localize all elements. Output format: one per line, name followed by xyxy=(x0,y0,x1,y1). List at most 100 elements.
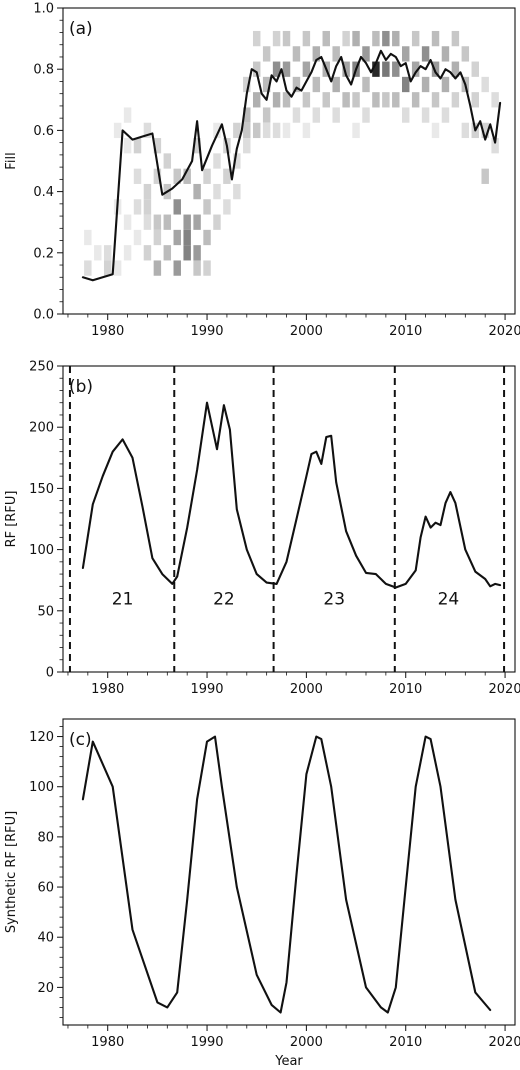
y-tick-label: 1.0 xyxy=(33,2,54,17)
heatmap-cell xyxy=(372,61,380,77)
heatmap-cell xyxy=(431,122,440,139)
cycle-label: 22 xyxy=(213,590,235,610)
x-tick-label: 2010 xyxy=(389,1035,422,1050)
heatmap-cell xyxy=(491,92,499,108)
heatmap-cell xyxy=(193,138,201,154)
y-tick-label: 0.0 xyxy=(33,308,54,323)
heatmap-cell xyxy=(213,214,221,230)
y-tick-label: 250 xyxy=(29,360,54,375)
y-tick-label: 0 xyxy=(46,666,54,681)
heatmap-cell xyxy=(183,245,191,261)
heatmap-cell xyxy=(282,30,291,47)
heatmap-cell xyxy=(441,76,450,93)
heatmap-cell xyxy=(272,122,281,139)
heatmap-cell xyxy=(223,199,231,215)
panel-tag: (a) xyxy=(69,19,93,39)
heatmap-cell xyxy=(302,92,311,108)
heatmap-cell xyxy=(262,122,271,139)
heatmap-cell xyxy=(203,168,211,184)
x-tick-label: 2010 xyxy=(389,324,422,339)
heatmap-cell xyxy=(431,92,440,108)
y-tick-label: 50 xyxy=(37,604,54,619)
cycle-boundaries xyxy=(68,366,506,672)
heatmap-cell xyxy=(113,122,122,139)
heatmap-cell xyxy=(441,107,450,123)
heatmap-cell xyxy=(173,260,181,276)
y-tick-label: 0.2 xyxy=(33,246,54,261)
heatmap-cell xyxy=(421,107,430,123)
heatmap-cell xyxy=(411,92,420,108)
heatmap-cell xyxy=(392,61,400,77)
heatmap-cell xyxy=(322,30,330,47)
heatmap-cell xyxy=(382,61,390,77)
x-tick-label: 2000 xyxy=(290,324,323,339)
heatmap-cell xyxy=(143,245,152,261)
heatmap-cell xyxy=(203,229,211,246)
heatmap-cell xyxy=(342,30,350,47)
heatmap-cell xyxy=(243,138,251,154)
x-ticks: 1980 1990 2000 2010 2020 xyxy=(67,314,520,339)
heatmap-cell xyxy=(183,229,191,246)
heatmap-cell xyxy=(233,183,241,200)
heatmap-cell xyxy=(213,183,221,200)
series-line xyxy=(81,735,492,1014)
y-axis-label: Fill xyxy=(4,152,19,169)
heatmap-cell xyxy=(262,46,271,62)
heatmap-cell xyxy=(133,199,142,215)
heatmap-cell xyxy=(451,61,460,77)
x-tick-label: 1980 xyxy=(91,682,124,697)
y-tick-label: 60 xyxy=(37,881,54,896)
x-axis-label: Year xyxy=(274,1054,303,1069)
heatmap-cell xyxy=(203,199,211,215)
cycle-label: 21 xyxy=(112,590,134,610)
heatmap-cell xyxy=(123,245,132,261)
heatmap-cell xyxy=(103,245,112,261)
heatmap-cell xyxy=(451,92,460,108)
y-axis-label: RF [RFU] xyxy=(4,491,19,548)
heatmap-cell xyxy=(163,245,172,261)
heatmap-cell xyxy=(213,122,221,139)
heatmap-cell xyxy=(312,107,321,123)
heatmap-cell xyxy=(143,214,152,230)
heatmap-cell xyxy=(461,46,470,62)
heatmap-cell xyxy=(441,46,450,62)
heatmap-cell xyxy=(421,76,430,93)
heatmap-cell xyxy=(382,30,390,47)
heatmap-cell xyxy=(233,153,241,169)
x-tick-label: 1990 xyxy=(190,1035,223,1050)
x-tick-label: 2010 xyxy=(389,682,422,697)
y-ticks: 0.0 0.2 0.4 0.6 0.8 1.0 xyxy=(33,2,63,323)
heatmap-cell xyxy=(411,30,420,47)
x-tick-label: 2020 xyxy=(489,1035,520,1050)
heatmap-cell xyxy=(84,229,92,246)
y-tick-label: 100 xyxy=(29,780,54,795)
heatmap-cell xyxy=(362,76,370,93)
heatmap-cell xyxy=(352,122,360,139)
heatmap-cell xyxy=(103,260,112,276)
y-tick-label: 120 xyxy=(29,730,54,745)
x-tick-label: 2000 xyxy=(290,682,323,697)
heatmap-cell xyxy=(302,122,311,139)
heatmap-cell xyxy=(471,61,479,77)
heatmap-cell xyxy=(282,61,291,77)
heatmap-cell xyxy=(402,46,410,62)
heatmap-cell xyxy=(461,122,470,139)
heatmap-cell xyxy=(342,61,350,77)
heatmap-cell xyxy=(402,76,410,93)
y-axis-label: Synthetic RF [RFU] xyxy=(4,811,19,933)
heatmap-cell xyxy=(173,199,181,215)
cycle-label: 24 xyxy=(438,590,460,610)
plot-frame xyxy=(62,365,516,673)
heatmap-cell xyxy=(173,229,181,246)
heatmap-cell xyxy=(372,30,380,47)
heatmap-cell xyxy=(302,30,311,47)
heatmap-cell xyxy=(153,229,162,246)
x-tick-label: 1990 xyxy=(190,324,223,339)
x-tick-label: 1980 xyxy=(91,324,124,339)
heatmap-cell xyxy=(411,61,420,77)
heatmap-cell xyxy=(193,214,201,230)
heatmap-cell xyxy=(123,138,132,154)
heatmap-cell xyxy=(362,107,370,123)
